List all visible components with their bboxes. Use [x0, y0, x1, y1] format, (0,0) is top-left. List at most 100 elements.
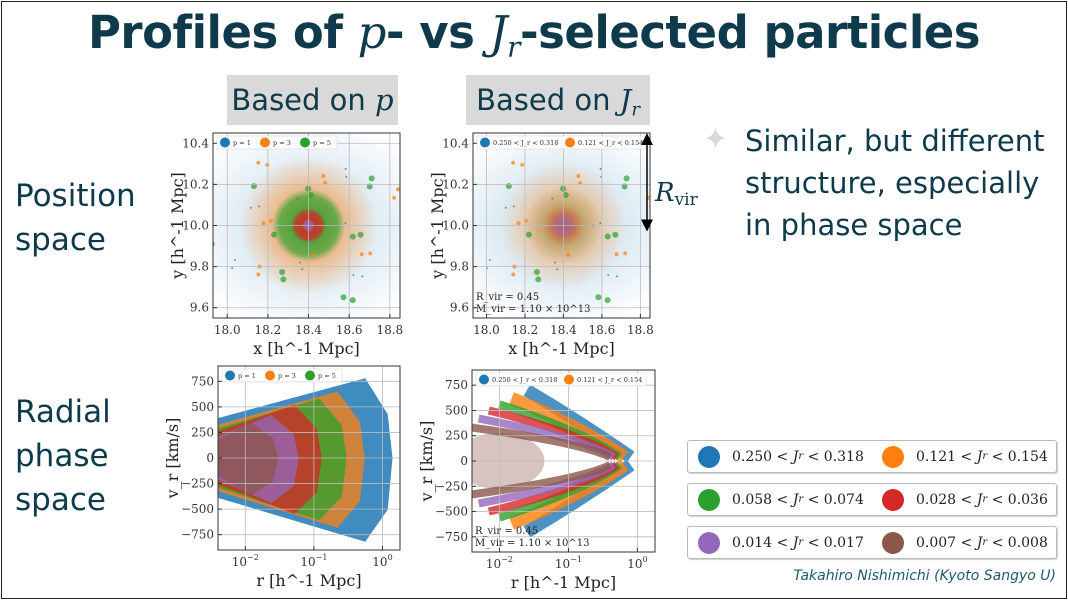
subhalo-point [261, 221, 266, 226]
legend-lo: 0.058 [732, 491, 773, 508]
subhalo-point [344, 167, 347, 170]
title-text: -selected particles [519, 6, 981, 59]
x-tick-exponent: −1 [316, 553, 328, 562]
x-tick-exponent: 0 [388, 553, 393, 562]
y-tick-label: 9.6 [190, 301, 209, 315]
subhalo-point [233, 259, 236, 262]
legend-hi: 0.154 [1007, 448, 1048, 465]
x-tick-label: 18.2 [512, 323, 539, 337]
bullet-line: Similar, but different [745, 124, 1045, 158]
chart-legend-marker [305, 370, 315, 381]
subhalo-point [535, 276, 542, 283]
y-tick-label: 9.6 [450, 301, 469, 315]
subhalo-point [553, 261, 556, 264]
x-tick-exponent: −2 [501, 555, 513, 564]
data-layer [213, 133, 400, 318]
phase-region-5 [218, 422, 279, 496]
subhalo-point [307, 191, 314, 198]
credit: Takahiro Nishimichi (Kyoto Sangyo U) [793, 568, 1056, 584]
chart-legend-label: 0.250 < J_r < 0.318 [493, 139, 558, 147]
y-axis-label: y [h^-1 Mpc] [168, 172, 187, 280]
subhalo-point [361, 275, 364, 278]
subhalo-point [345, 175, 348, 178]
subhalo-point [270, 231, 277, 238]
subhalo-point [268, 218, 273, 223]
header-math-sub: r [631, 99, 640, 121]
y-tick-label: −500 [435, 505, 468, 519]
subhalo-point [551, 197, 554, 200]
x-tick-label: 18.4 [550, 323, 577, 337]
chart-legend-marker [265, 370, 275, 381]
subhalo-point [256, 160, 261, 165]
y-axis-label: y [h^-1 Mpc] [428, 172, 447, 280]
x-tick-label: 100 [627, 555, 647, 571]
subhalo-point [523, 218, 528, 223]
subhalo-point [349, 233, 356, 240]
y-tick-label: 10.0 [182, 219, 209, 233]
subhalo-point [488, 259, 491, 262]
subhalo-point [533, 268, 540, 275]
chart-legend-label: 0.121 < J_r < 0.154 [578, 139, 643, 147]
y-tick-label: 10.2 [442, 177, 469, 191]
title-math-p: p [357, 6, 387, 59]
four-point-star-icon: ✦ [703, 122, 729, 157]
subhalo-point [265, 162, 270, 167]
subhalo-point [566, 252, 571, 257]
subhalo-point [344, 221, 347, 224]
y-tick-label: 9.8 [450, 260, 469, 274]
x-tick-label: 18.0 [473, 323, 500, 337]
subhalo-point [340, 294, 347, 301]
title-text: Profiles of [87, 6, 358, 59]
x-tick-exponent: 0 [642, 555, 647, 564]
data-layer [218, 378, 393, 542]
x-axis-label: r [h^-1 Mpc] [511, 573, 616, 592]
subhalo-point [520, 162, 525, 167]
row-label-line: phase [15, 438, 109, 474]
y-tick-label: −250 [435, 479, 468, 493]
subhalo-point [357, 231, 364, 238]
legend-marker [882, 531, 904, 554]
subhalo-point [595, 294, 602, 301]
x-tick-exponent: −1 [570, 555, 582, 564]
subhalo-point [464, 241, 470, 247]
subhalo-point [599, 167, 602, 170]
subhalo-point [256, 272, 261, 277]
y-tick-label: −750 [435, 530, 468, 544]
x-tick-exponent: −2 [247, 553, 259, 562]
subhalo-point [321, 173, 326, 178]
subhalo-point [280, 276, 287, 283]
header-math: p [375, 83, 394, 117]
legend-marker [882, 488, 904, 511]
subhalo-point [623, 175, 630, 182]
legend-marker [698, 531, 720, 554]
subhalo-point [505, 183, 512, 190]
row-label-line: space [15, 222, 106, 258]
subhalo-point [249, 206, 252, 209]
subhalo-point [599, 221, 602, 224]
legend-hi: 0.074 [823, 491, 864, 508]
y-tick-label: −250 [181, 477, 214, 491]
y-tick-label: 10.0 [442, 219, 469, 233]
rvir-label-var: R [654, 178, 675, 208]
chart-legend-marker [225, 370, 235, 381]
chart-legend-label: p = 5 [313, 139, 331, 147]
legend-lo: 0.007 [916, 534, 957, 551]
subhalo-point [352, 274, 355, 277]
chart-legend-label: 0.121 < J_r < 0.154 [577, 376, 642, 384]
row-label-line: space [15, 482, 106, 518]
subhalo-point [614, 252, 619, 257]
y-tick-label: 500 [445, 403, 468, 417]
bullet-line: in phase space [745, 208, 963, 242]
subhalo-point [556, 268, 559, 271]
bullet-line: structure, especially [745, 166, 1040, 200]
x-axis-label: x [h^-1 Mpc] [508, 339, 615, 358]
x-tick-label: 18.2 [255, 323, 282, 337]
x-tick-label: 18.6 [589, 323, 616, 337]
legend-hi: 0.318 [823, 448, 864, 465]
title-math-sub: r [507, 30, 520, 64]
chart-legend-label: p = 3 [273, 139, 291, 147]
